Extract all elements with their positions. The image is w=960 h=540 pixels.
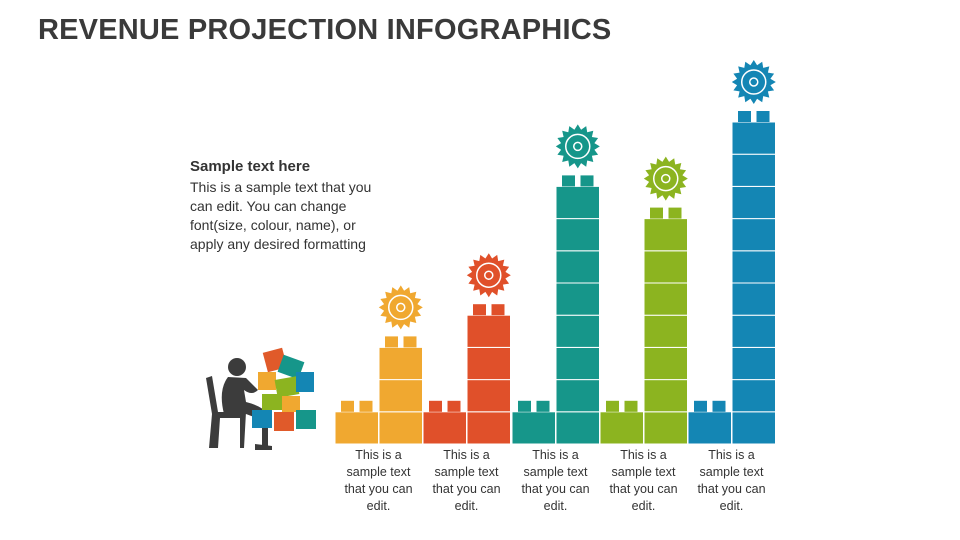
brick [555, 346, 600, 381]
icon-ring [741, 69, 767, 95]
icon-ring [565, 133, 591, 160]
brick [643, 250, 688, 284]
brick [466, 411, 511, 445]
column-caption: This is a sample text that you can edit. [609, 448, 678, 513]
brick [599, 411, 644, 445]
brick [731, 346, 776, 381]
brick [334, 411, 379, 445]
brick [731, 314, 776, 348]
brick-stud [429, 400, 442, 412]
brick-stud [536, 400, 550, 412]
icon-badge [466, 253, 511, 298]
brick-stud [712, 400, 726, 412]
brick [466, 314, 511, 348]
brick-stud [624, 400, 638, 412]
brick [378, 411, 423, 445]
brick [731, 282, 776, 316]
brick [687, 411, 732, 445]
column-caption: This is a sample text that you can edit. [521, 448, 590, 513]
brick [643, 282, 688, 316]
brick-stud [756, 111, 770, 122]
brick [731, 379, 776, 413]
brick [378, 379, 423, 413]
brick [555, 218, 600, 252]
brick [466, 379, 511, 413]
brick [731, 411, 776, 445]
brick [643, 411, 688, 445]
column-caption: This is a sample text that you can edit. [344, 448, 413, 513]
brick [731, 185, 776, 220]
brick [555, 185, 600, 220]
icon-ring [476, 262, 502, 288]
brick [555, 250, 600, 284]
brick [643, 314, 688, 348]
brick [643, 346, 688, 381]
icon-ring [388, 294, 414, 321]
brick-stud [473, 304, 486, 316]
text-heading: Sample text here [190, 158, 311, 175]
icon-dot [661, 173, 671, 184]
brick-stud [341, 400, 354, 412]
brick [555, 282, 600, 316]
brick [555, 379, 600, 413]
brick-stud [580, 175, 594, 187]
column-caption: This is a sample text that you can edit. [697, 448, 766, 513]
icon-dot [396, 302, 406, 313]
brick [643, 379, 688, 413]
brick [466, 346, 511, 381]
column-caption: This is a sample text that you can edit. [432, 448, 501, 513]
brick-stud [385, 336, 398, 348]
brick-stud [668, 207, 682, 219]
thinking-person [206, 358, 272, 450]
brick [731, 153, 776, 187]
brick-stud [518, 400, 531, 412]
icon-dot [573, 141, 583, 152]
brick-stud [694, 400, 707, 412]
brick-stud [447, 400, 461, 412]
brick-stud [738, 111, 751, 122]
icon-dot [484, 270, 494, 280]
brick-stud [562, 175, 575, 187]
icon-dot [749, 77, 759, 87]
icon-badge [643, 156, 688, 201]
brick-stud [606, 400, 619, 412]
icon-badge [731, 60, 776, 104]
brick [731, 218, 776, 252]
icon-badge [555, 124, 600, 169]
brick [422, 411, 467, 445]
toy-bricks [252, 347, 316, 431]
brick [555, 314, 600, 348]
brick [643, 218, 688, 252]
brick-stud [403, 336, 417, 348]
brick [511, 411, 556, 445]
text-body: This is a sample text that you can edit.… [190, 179, 372, 252]
brick [731, 121, 776, 155]
brick-stud [359, 400, 373, 412]
brick-stud [650, 207, 663, 219]
brick [555, 411, 600, 445]
brick-stud [491, 304, 505, 316]
icon-ring [653, 165, 679, 192]
icon-badge [378, 285, 423, 330]
brick [731, 250, 776, 284]
title: REVENUE PROJECTION INFOGRAPHICS [38, 14, 612, 46]
brick [378, 346, 423, 381]
